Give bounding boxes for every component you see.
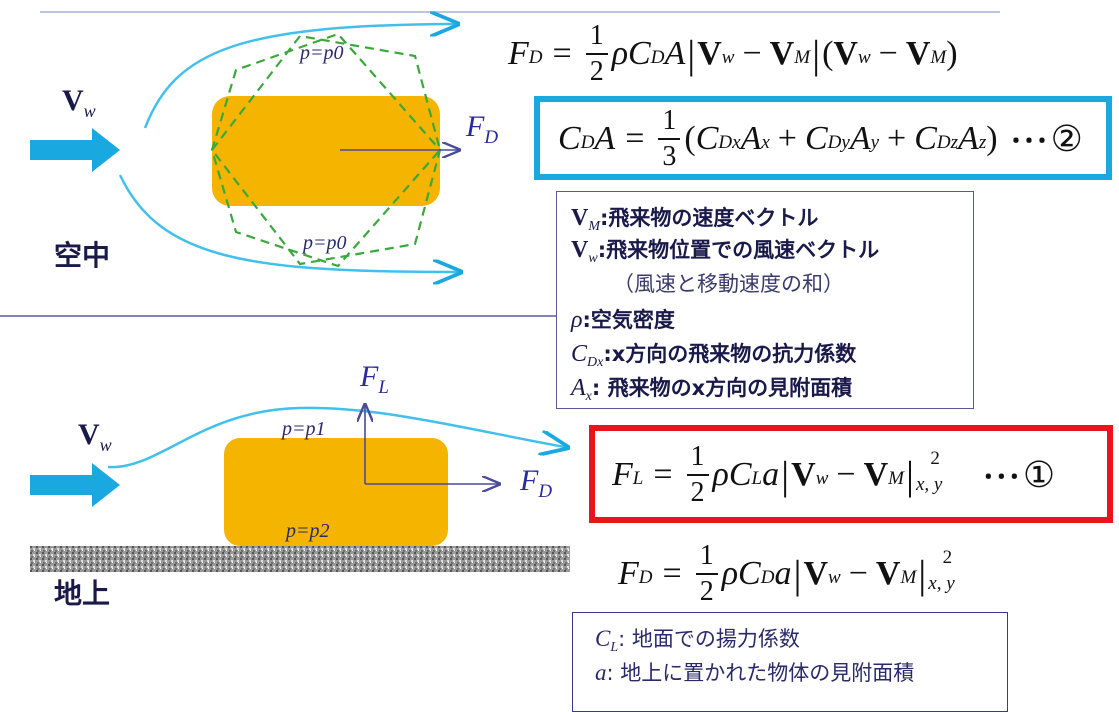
diagram-svg	[0, 11, 1000, 572]
equation-box-cda	[534, 96, 1112, 180]
object-body-ground	[224, 438, 448, 546]
legend-text: : 地面での揚力係数	[618, 627, 800, 651]
eq-coef-sub: D	[650, 47, 665, 68]
eq-coef: ρC	[611, 35, 651, 72]
eq-area: a	[774, 555, 792, 592]
legend-text: : 飛来物のx方向の見附面積	[591, 376, 853, 400]
drag-label-air: FD	[466, 110, 498, 149]
ground-section-label: 地上	[54, 577, 111, 610]
legend-symbol: A	[571, 375, 586, 401]
legend-item: ρ:空気密度	[571, 304, 675, 334]
legend-symbol: ρ	[571, 307, 583, 333]
eq-lhs-sub: D	[528, 47, 543, 68]
air-section-label: 空中	[54, 239, 111, 272]
pressure-lower-air: p=p0	[303, 232, 347, 254]
legend-item: CDx:x方向の飛来物の抗力係数	[571, 338, 856, 371]
eq-lhs-sub: D	[638, 567, 653, 588]
legend-symbol: V	[571, 205, 589, 231]
drag-symbol: F	[520, 464, 539, 497]
legend-symbol: C	[595, 626, 611, 651]
eq-lhs: F	[618, 555, 639, 592]
legend-item: a: 地上に置かれた物体の見附面積	[595, 657, 914, 687]
wind-arrow-air	[30, 128, 120, 172]
eq-coef-sub: D	[760, 567, 775, 588]
eq-coef: ρC	[721, 555, 761, 592]
legend-symbol: V	[571, 237, 589, 263]
lift-symbol: F	[360, 360, 379, 393]
legend-symbol: C	[571, 341, 588, 367]
wind-symbol: V	[62, 84, 84, 117]
wind-subscript: w	[99, 435, 112, 455]
drag-subscript: D	[538, 481, 553, 502]
wind-symbol: V	[78, 418, 100, 451]
legend-item: Vw:飛来物位置での風速ベクトル	[571, 234, 879, 267]
streamline-upper-air	[143, 24, 455, 129]
diagram-stage: Vw Vw 空中 地上 p=p0 p=p0 p=p1 p=p2 FD FL FD…	[0, 11, 1113, 712]
eq-lhs: C	[558, 120, 581, 157]
legend-subscript: L	[610, 640, 619, 656]
marker-2: ②	[1050, 118, 1083, 160]
pressure-upper-air: p=p0	[300, 42, 344, 64]
wind-subscript: w	[83, 101, 96, 121]
legend-item: VM:飛来物の速度ベクトル	[571, 202, 818, 235]
wind-label-ground: Vw	[78, 418, 112, 456]
equation-box-lift	[589, 425, 1113, 523]
streamline-ground	[107, 406, 565, 469]
legend-subscript: w	[588, 251, 598, 267]
eq-lhs-sub: D	[580, 132, 595, 153]
pressure-upper-ground: p=p1	[282, 418, 326, 440]
pressure-lower-ground: p=p2	[286, 520, 330, 542]
eq-lhs-sub: L	[632, 468, 644, 489]
drag-label-ground: FD	[520, 464, 552, 503]
lift-label: FL	[360, 360, 389, 399]
drag-subscript: D	[484, 127, 499, 148]
drag-symbol: F	[466, 110, 485, 143]
wind-arrow-ground	[30, 463, 120, 507]
marker-1: ①	[1022, 454, 1056, 496]
eq-area: A	[664, 35, 686, 72]
eq-coef: ρC	[712, 456, 752, 493]
eq-lhs-area: A	[594, 120, 616, 157]
eq-lhs: F	[508, 35, 529, 72]
legend-symbol: a	[595, 660, 607, 685]
legend-subscript: x	[585, 389, 592, 405]
lift-subscript: L	[378, 377, 389, 398]
legend-subscript: Dx	[587, 355, 604, 371]
legend-item: （風速と移動速度の和）	[613, 268, 844, 298]
legend-air: VM:飛来物の速度ベクトル Vw:飛来物位置での風速ベクトル （風速と移動速度の…	[556, 191, 974, 409]
streamline-lower-air	[118, 174, 458, 272]
legend-text: :飛来物位置での風速ベクトル	[597, 238, 880, 262]
legend-item: Ax: 飛来物のx方向の見附面積	[571, 372, 852, 405]
eq-lhs: F	[612, 456, 633, 493]
legend-subscript: M	[588, 219, 601, 235]
legend-text: :飛来物の速度ベクトル	[600, 206, 819, 230]
wind-label-air: Vw	[62, 84, 96, 122]
ground-surface	[30, 546, 570, 572]
legend-text: :空気密度	[582, 308, 675, 332]
eq-dots: ･･･	[981, 462, 1021, 493]
object-body-air	[212, 96, 440, 206]
legend-ground: CL: 地面での揚力係数 a: 地上に置かれた物体の見附面積	[572, 612, 1008, 712]
legend-item: CL: 地面での揚力係数	[595, 623, 800, 656]
eq-area: a	[762, 456, 780, 493]
legend-text: : 地上に置かれた物体の見附面積	[606, 661, 915, 685]
legend-text: （風速と移動速度の和）	[613, 272, 844, 296]
eq-dots: ･･･	[1009, 126, 1049, 157]
eq-coef-sub: L	[751, 468, 763, 489]
legend-text: :x方向の飛来物の抗力係数	[603, 342, 857, 366]
